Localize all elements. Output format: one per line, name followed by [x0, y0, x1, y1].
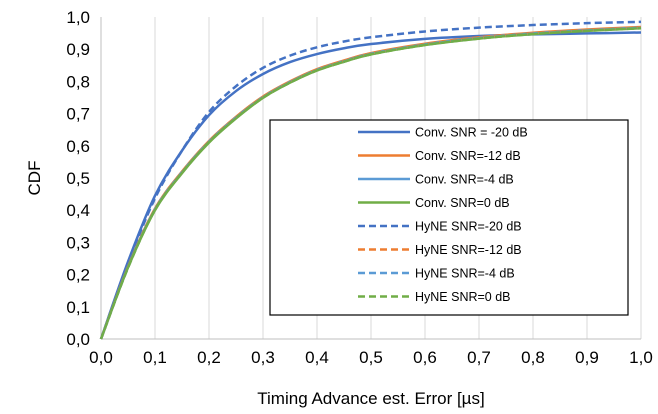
x-tick-label: 0,0	[89, 348, 113, 367]
x-tick-label: 0,2	[197, 348, 221, 367]
y-tick-label: 0,7	[66, 105, 90, 124]
legend-label: HyNE SNR=-12 dB	[415, 243, 522, 257]
y-axis-title: CDF	[25, 161, 44, 196]
x-tick-label: 0,3	[251, 348, 275, 367]
x-tick-label: 0,4	[305, 348, 329, 367]
x-tick-label: 1,0	[629, 348, 653, 367]
legend-label: Conv. SNR=0 dB	[415, 196, 510, 210]
legend-label: Conv. SNR=-4 dB	[415, 173, 514, 187]
legend-label: Conv. SNR = -20 dB	[415, 126, 528, 140]
y-tick-label: 0,8	[66, 72, 90, 91]
axis-layer	[100, 17, 641, 340]
x-tick-label: 0,9	[575, 348, 599, 367]
x-tick-label: 0,7	[467, 348, 491, 367]
legend: Conv. SNR = -20 dB Conv. SNR=-12 dB Conv. …	[269, 119, 629, 316]
tick-labels: 0,0 0,1 0,2 0,3 0,4 0,5 0,6 0,7 0,8 0,9 1,0 0,0 0,1 0…	[66, 8, 652, 367]
legend-label: HyNE SNR=-4 dB	[415, 267, 515, 281]
legend-label: HyNE SNR=0 dB	[415, 290, 511, 304]
x-tick-label: 0,5	[359, 348, 383, 367]
y-tick-label: 0,2	[66, 266, 90, 285]
series-line-hyne-snr-20-db	[99, 20, 642, 340]
x-tick-label: 0,8	[521, 348, 545, 367]
legend-label: Conv. SNR=-12 dB	[415, 149, 521, 163]
y-tick-label: 0,5	[66, 169, 90, 188]
x-tick-label: 0,6	[413, 348, 437, 367]
y-tick-label: 0,1	[66, 298, 90, 317]
y-tick-label: 0,6	[66, 137, 90, 156]
x-axis-title: Timing Advance est. Error [µs]	[257, 389, 484, 408]
x-tick-label: 0,1	[143, 348, 167, 367]
y-tick-label: 1,0	[66, 8, 90, 27]
legend-box	[269, 119, 629, 316]
y-tick-label: 0,3	[66, 233, 90, 252]
series-layer	[99, 20, 642, 340]
y-tick-label: 0,9	[66, 40, 90, 59]
series-line-hyne-snr-0-db	[99, 27, 642, 340]
y-tick-label: 0,4	[66, 201, 90, 220]
y-tick-label: 0,0	[66, 330, 90, 349]
legend-label: HyNE SNR=-20 dB	[415, 220, 522, 234]
